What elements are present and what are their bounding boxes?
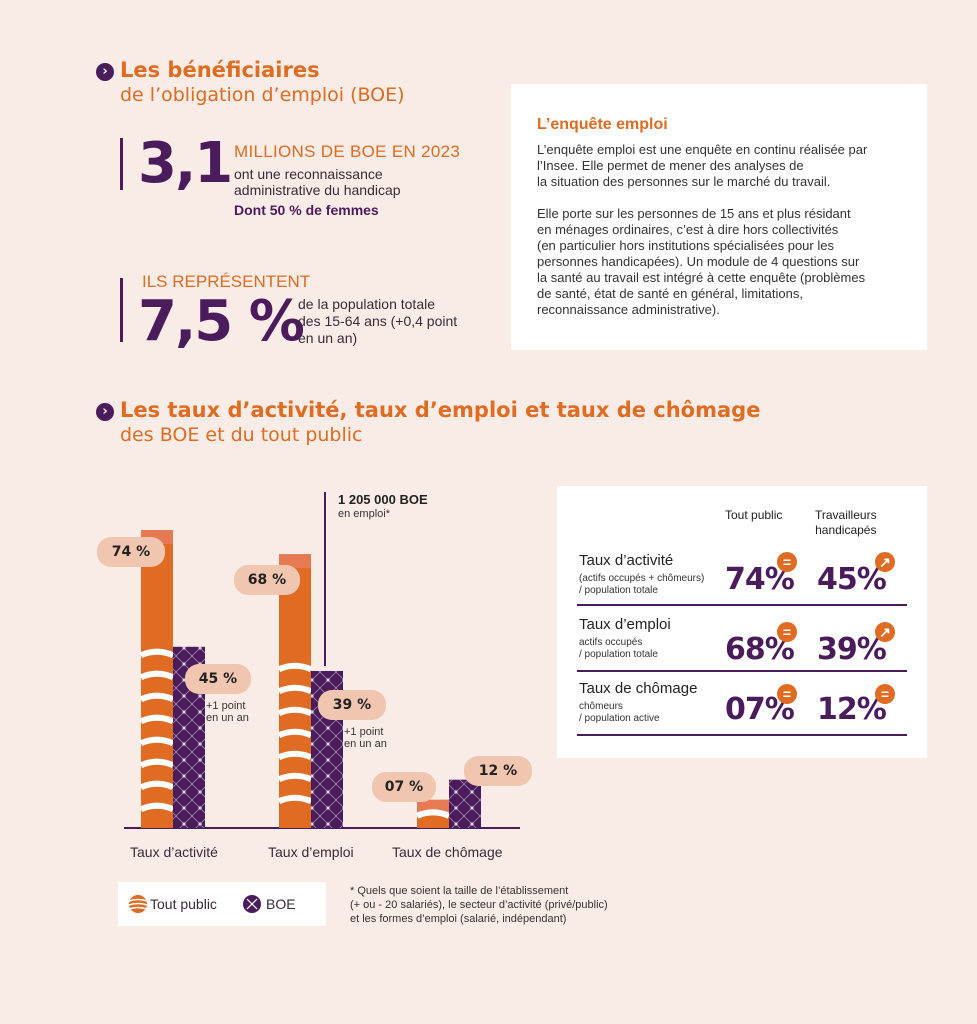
value-travailleurs: 45%: [817, 562, 887, 597]
legend-tout-public: Tout public: [150, 896, 217, 912]
info-box: L’enquête emploi L’enquête emploi est un…: [511, 84, 927, 350]
info-p1-line: la situation des personnes sur le marché…: [537, 174, 831, 189]
note-activite: +1 point en un an: [206, 700, 249, 724]
x-label-activite: Taux d’activité: [130, 844, 218, 860]
x-label-emploi: Taux d’emploi: [268, 844, 354, 860]
stat2-divider: [120, 278, 123, 342]
row-divider: [577, 734, 907, 736]
note-line: en un an: [206, 712, 249, 724]
table-row: Taux d’activité (actifs occupés + chômeu…: [579, 552, 704, 597]
info-box-paragraph-1: L’enquête emploi est une enquête en cont…: [537, 142, 867, 190]
note-line: en un an: [344, 738, 387, 750]
bar-emploi-tout-public: [277, 554, 313, 828]
section-1-header: › Les bénéficiaires de l’obligation d’emp…: [96, 58, 405, 106]
annotation-text: en emploi*: [338, 508, 390, 520]
row-sub-line: (actifs occupés + chômeurs): [579, 573, 705, 584]
stat2-value: 7,5 %: [138, 289, 305, 354]
chevron-right-icon: ›: [96, 63, 114, 81]
bar-chomage-tout-public: [415, 799, 451, 828]
rates-table: Tout public Travailleurs handicapés Taux…: [557, 486, 927, 758]
stat1-line2: administrative du handicap: [234, 182, 401, 198]
equal-icon: =: [777, 684, 797, 704]
note-line: +1 point: [206, 700, 246, 712]
stat1-text: MILLIONS DE BOE EN 2023 ont une reconnai…: [234, 142, 494, 218]
data-label-activite-boe: 45 %: [185, 664, 251, 694]
row-sub-line: / population totale: [579, 585, 658, 596]
table-row: Taux d’emploi actifs occupés / populatio…: [579, 616, 671, 661]
footnote-line: * Quels que soient la taille de l’établi…: [350, 885, 569, 897]
row-divider: [577, 670, 907, 672]
info-p2-line: de santé, état de santé en général, limi…: [537, 286, 803, 301]
chevron-right-icon: ›: [96, 403, 114, 421]
stat1-highlight: Dont 50 % de femmes: [234, 202, 379, 218]
stat2-line1: de la population totale: [298, 296, 435, 312]
data-label-emploi-tout-public: 68 %: [234, 565, 300, 595]
legend-boe: BOE: [266, 896, 296, 912]
data-label-emploi-boe: 39 %: [318, 690, 386, 720]
note-emploi: +1 point en un an: [344, 726, 387, 750]
boe-swatch-icon: [243, 895, 261, 913]
section-2-header: › Les taux d’activité, taux d’emploi et t…: [96, 398, 760, 446]
info-p2-line: en ménages ordinaires, c’est à dire hors…: [537, 222, 839, 237]
stat2-text: de la population totale des 15-64 ans (+…: [298, 296, 498, 347]
annotation-line: [324, 492, 326, 666]
info-p2-line: personnes handicapées). Un module de 4 q…: [537, 254, 860, 269]
info-box-paragraph-2: Elle porte sur les personnes de 15 ans e…: [537, 206, 865, 318]
row-sub-line: / population totale: [579, 649, 658, 660]
bar-activite-tout-public: [139, 530, 175, 828]
table-row: Taux de chômage chômeurs / population ac…: [579, 680, 697, 725]
section-1-subtitle: de l’obligation d’emploi (BOE): [120, 84, 405, 106]
info-p2-line: reconnaissance administrative).: [537, 302, 720, 317]
table-header-travailleurs: Travailleurs handicapés: [815, 508, 877, 538]
table-header-line: Travailleurs: [815, 508, 877, 522]
row-label: Taux de chômage: [579, 680, 698, 697]
row-sub-line: chômeurs: [579, 701, 623, 712]
row-label: Taux d’activité: [579, 552, 674, 569]
equal-icon: =: [875, 684, 895, 704]
row-sub-line: / population active: [579, 713, 660, 724]
info-p2-line: Elle porte sur les personnes de 15 ans e…: [537, 206, 851, 221]
footnote: * Quels que soient la taille de l’établi…: [350, 884, 608, 926]
tout-public-swatch-icon: [128, 895, 148, 913]
stat1-line1: ont une reconnaissance: [234, 166, 383, 182]
data-label-chomage-tout-public: 07 %: [372, 772, 436, 802]
info-p1-line: L’enquête emploi est une enquête en cont…: [537, 142, 868, 157]
row-sub-line: actifs occupés: [579, 637, 643, 648]
stat1-value: 3,1: [138, 131, 233, 196]
info-box-title: L’enquête emploi: [537, 116, 668, 133]
annotation-value: 1 205 000 BOE: [338, 492, 428, 507]
section-2-subtitle: des BOE et du tout public: [120, 424, 363, 446]
equal-icon: =: [777, 552, 797, 572]
stat1-divider: [120, 138, 123, 190]
row-divider: [577, 604, 907, 606]
equal-icon: =: [777, 622, 797, 642]
info-p2-line: la santé au travail est intégré à cette …: [537, 270, 866, 285]
stat2-headline: ILS REPRÉSENTENT: [142, 272, 311, 291]
table-header-tout-public: Tout public: [725, 508, 783, 522]
row-sub: actifs occupés / population totale: [579, 637, 671, 661]
info-p2-line: (en particulier hors institutions spécia…: [537, 238, 834, 253]
section-1-title: Les bénéficiaires: [120, 58, 320, 82]
bar-chart: [124, 530, 520, 829]
table-header-line: handicapés: [815, 523, 877, 537]
value-travailleurs: 39%: [817, 632, 887, 667]
row-label: Taux d’emploi: [579, 616, 671, 633]
stat2-line2: des 15-64 ans (+0,4 point: [298, 313, 458, 329]
trend-up-icon: ↗: [875, 552, 895, 572]
row-sub: (actifs occupés + chômeurs) / population…: [579, 573, 704, 597]
x-label-chomage: Taux de chômage: [392, 844, 503, 860]
footnote-line: (+ ou - 20 salariés), le secteur d’activ…: [350, 899, 608, 911]
note-line: +1 point: [344, 726, 384, 738]
section-2-title: Les taux d’activité, taux d’emploi et ta…: [120, 398, 761, 422]
bar-chomage-boe: [449, 779, 481, 828]
footnote-line: et les formes d’emploi (salarié, indépen…: [350, 913, 567, 925]
data-label-chomage-boe: 12 %: [464, 756, 532, 786]
row-sub: chômeurs / population active: [579, 701, 697, 725]
info-p1-line: l’Insee. Elle permet de mener des analys…: [537, 158, 804, 173]
legend: Tout public BOE: [118, 882, 326, 926]
stat2-line3: en un an): [298, 330, 358, 346]
stat1-headline: MILLIONS DE BOE EN 2023: [234, 142, 461, 161]
data-label-activite-tout-public: 74 %: [97, 537, 165, 567]
trend-up-icon: ↗: [875, 622, 895, 642]
